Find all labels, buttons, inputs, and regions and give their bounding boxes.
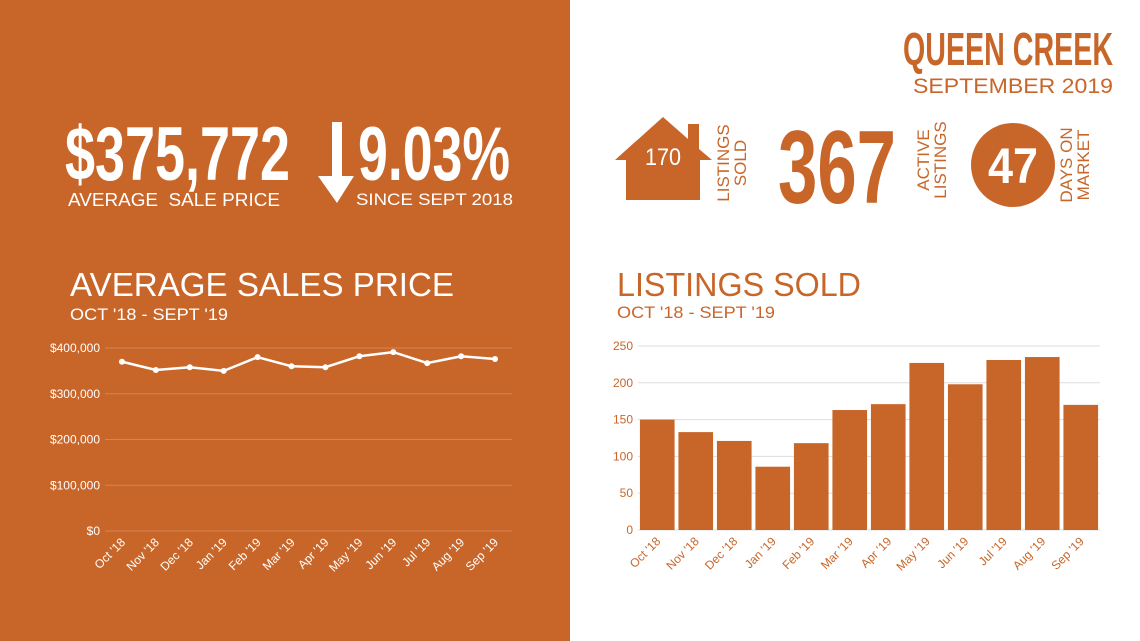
chart-title: LISTINGS SOLD: [617, 266, 861, 303]
stat-label: DAYS ON: [1057, 127, 1076, 202]
price-point: [356, 353, 363, 360]
y-tick-label: $200,000: [50, 433, 100, 447]
price-change-label: SINCE SEPT 2018: [356, 190, 513, 209]
period: SEPTEMBER 2019: [913, 75, 1113, 98]
city-title: QUEEN CREEK: [903, 23, 1113, 75]
price-point: [254, 354, 261, 361]
stat-label: SOLD: [731, 140, 750, 186]
bar: [1024, 357, 1060, 530]
bar: [832, 410, 868, 530]
price-point: [118, 358, 125, 365]
y-tick-label: $0: [87, 524, 101, 538]
y-tick-label: 50: [620, 486, 634, 500]
bar: [716, 440, 752, 530]
average-price-label: AVERAGE SALE PRICE: [68, 190, 280, 210]
stat-label: LISTINGS: [714, 124, 733, 201]
y-tick-label: 150: [613, 413, 633, 427]
price-point: [186, 364, 193, 371]
price-line: [121, 350, 496, 373]
price-point: [458, 353, 465, 360]
bar: [986, 359, 1022, 530]
average-price: $375,772: [65, 112, 290, 197]
chart-subtitle: OCT '18 - SEPT '19: [617, 303, 775, 322]
bar: [793, 443, 829, 530]
listings-sold-value: 170: [645, 144, 681, 171]
active-listings-value: 367: [778, 110, 896, 226]
stat-label: MARKET: [1074, 130, 1093, 201]
bar: [909, 362, 945, 530]
house-icon: [615, 117, 712, 200]
bar: [755, 466, 791, 530]
chart-title: AVERAGE SALES PRICE: [70, 266, 454, 303]
bar: [947, 384, 983, 530]
price-point: [492, 355, 499, 362]
y-tick-label: $100,000: [50, 478, 100, 492]
y-tick-label: $300,000: [50, 387, 100, 401]
y-tick-label: $400,000: [50, 341, 100, 355]
price-point: [288, 363, 295, 370]
price-point: [424, 360, 431, 367]
stat-label: ACTIVE: [914, 129, 933, 190]
bar: [870, 404, 906, 530]
down-arrow: [318, 122, 354, 203]
y-tick-label: 250: [613, 339, 633, 353]
price-point: [220, 367, 227, 374]
price-point: [322, 364, 329, 371]
bar: [1063, 404, 1099, 530]
days-circle: [971, 123, 1055, 207]
bar: [678, 432, 714, 530]
left-panel: [0, 0, 570, 641]
bar: [639, 419, 675, 530]
price-point: [390, 349, 397, 356]
chart-subtitle: OCT '18 - SEPT '19: [70, 305, 228, 324]
y-tick-label: 0: [626, 523, 633, 537]
price-point: [152, 366, 159, 373]
price-change: 9.03%: [358, 112, 510, 197]
y-tick-label: 200: [613, 376, 633, 390]
y-tick-label: 100: [613, 449, 633, 463]
stat-label: LISTINGS: [931, 121, 950, 198]
days-on-market-value: 47: [988, 138, 1038, 194]
